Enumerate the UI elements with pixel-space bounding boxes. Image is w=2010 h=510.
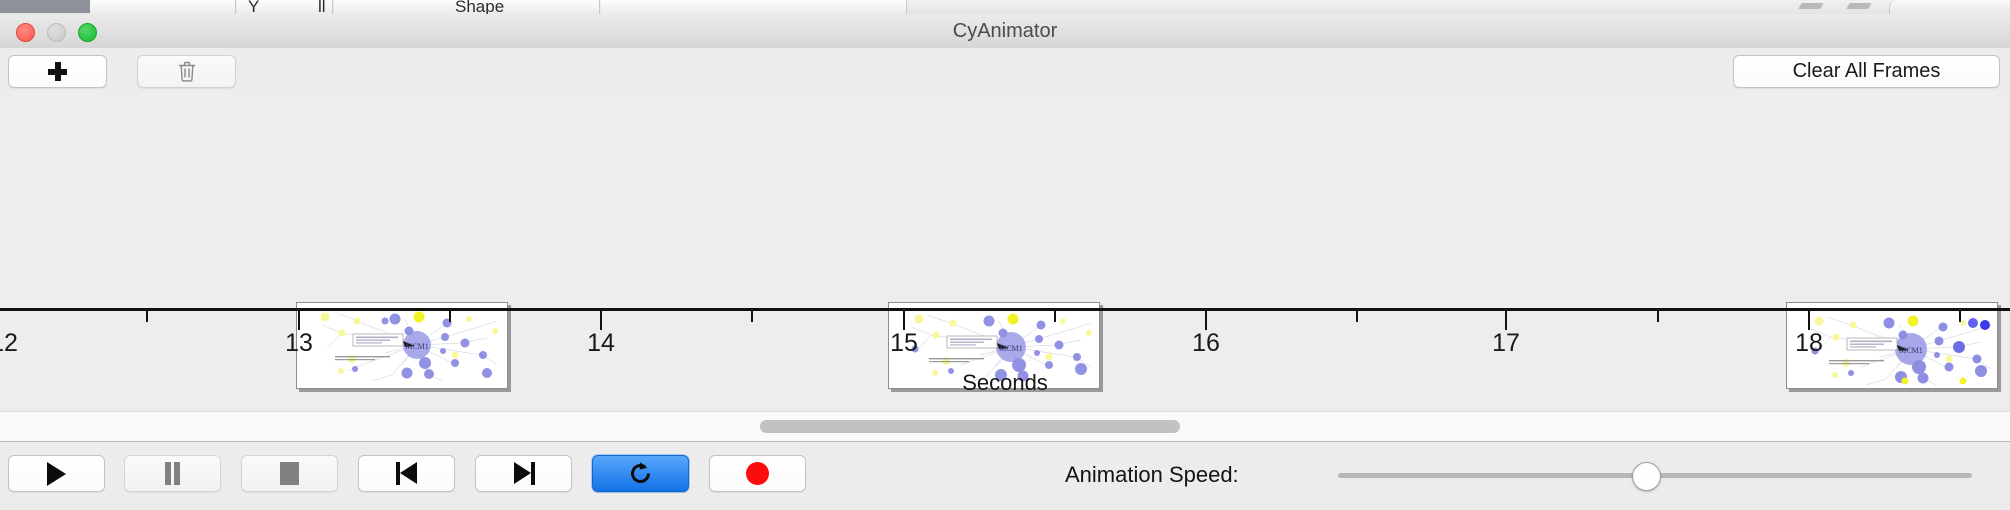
keyframe-thumbnail[interactable]: MCM1 [1786,302,1998,389]
stop-icon [280,462,299,485]
record-icon [746,462,769,485]
stop-button[interactable] [241,455,338,492]
title-bar: CyAnimator [0,14,2010,49]
keyframe-thumbnail[interactable]: MCM1 [296,302,508,389]
svg-text:MCM1: MCM1 [1899,346,1923,355]
play-button[interactable] [8,455,105,492]
axis-tick-label: 15 [890,329,918,357]
pause-icon [164,462,181,485]
window-title: CyAnimator [952,20,1058,42]
maximize-button[interactable] [78,23,97,42]
keyframe-thumbnail[interactable]: MCM1 [888,302,1100,389]
axis-tick-minor [1356,311,1358,322]
add-frame-button[interactable] [8,55,107,88]
axis-tick-minor [751,311,753,322]
axis-tick-minor [1054,311,1056,322]
animation-speed-slider-thumb[interactable] [1632,462,1661,491]
toolbar: Clear All Frames [0,48,2010,93]
svg-text:MCM1: MCM1 [405,342,429,351]
timeline-axis [0,308,2010,311]
pause-button[interactable] [124,455,221,492]
background-panel-3 [334,0,600,14]
network-graph-thumbnail: MCM1 [1787,303,1997,388]
axis-tick-label: 17 [1492,329,1520,357]
background-window-label: Shape [455,0,505,14]
background-slash-2 [1846,3,1872,9]
axis-tick-label: 18 [1795,329,1823,357]
loop-button[interactable] [592,455,689,492]
background-slash-1 [1798,3,1824,9]
axis-tick-label: 14 [587,329,615,357]
axis-tick-label: 16 [1192,329,1220,357]
close-button[interactable] [16,23,35,42]
axis-title: Seconds [962,370,1048,395]
background-glyph-h: ll [318,0,326,14]
delete-frame-button[interactable] [137,55,236,88]
axis-tick-major [1205,311,1207,330]
record-button[interactable] [709,455,806,492]
network-graph-thumbnail: MCM1 [297,303,507,388]
axis-tick-major [903,311,905,330]
next-frame-button[interactable] [475,455,572,492]
svg-text:MCM1: MCM1 [999,344,1023,353]
skip-back-icon [395,462,418,485]
background-panel-1 [90,0,236,14]
timeline-panel[interactable]: MCM1 [0,92,2010,411]
axis-tick-minor [449,311,451,322]
axis-tick-major [1505,311,1507,330]
skip-forward-icon [513,462,535,485]
background-panel-4 [601,0,907,14]
background-panel-2 [237,0,333,14]
horizontal-scrollbar[interactable] [0,411,2010,442]
axis-tick-major [1808,311,1810,330]
axis-tick-major [298,311,300,330]
background-glyph-y: Y [248,0,260,14]
axis-tick-label: 12 [0,329,18,357]
background-window-corner [1889,0,2010,14]
clear-all-frames-button[interactable]: Clear All Frames [1733,55,2000,88]
background-window-titlebar [0,0,90,13]
playback-control-bar: Animation Speed: [0,441,2010,510]
scrollbar-thumb[interactable] [760,420,1180,433]
axis-tick-minor [146,311,148,322]
animation-speed-label: Animation Speed: [1065,462,1239,487]
axis-tick-minor [1959,311,1961,322]
play-icon [47,461,66,486]
minimize-button[interactable] [47,23,66,42]
background-desktop-strip: Y ll Shape [0,0,2010,14]
loop-icon [631,462,650,483]
axis-tick-major [600,311,602,330]
network-graph-thumbnail: MCM1 [889,303,1099,388]
prev-frame-button[interactable] [358,455,455,492]
plus-icon [48,62,67,81]
axis-tick-label: 13 [285,329,313,357]
clear-all-frames-label: Clear All Frames [1792,60,1941,82]
axis-tick-minor [1657,311,1659,322]
trash-icon [178,61,195,82]
